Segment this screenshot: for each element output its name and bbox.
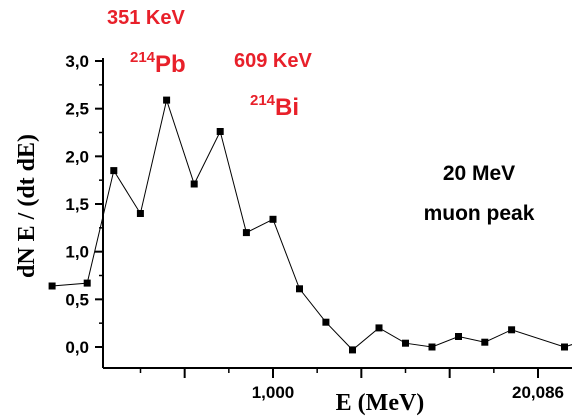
y-tick-label: 0,5 [65,290,89,309]
data-point [163,96,171,104]
data-point [375,324,383,332]
data-point [561,343,568,351]
data-point [110,167,118,175]
y-tick-label: 0,0 [65,338,89,357]
x-tick-label: 20,086 [512,383,564,402]
data-point [481,338,489,346]
annotation-609kev: 609 KeV [234,50,312,72]
data-point [508,326,516,334]
y-axis-title: dN E / (dt dE) [14,134,40,278]
data-point [322,318,330,326]
bi-symbol: Bi [275,94,299,121]
data-point [269,215,277,223]
data-point [190,180,198,188]
data-point [242,229,250,237]
annotation-bi214: 214Bi [250,92,299,121]
y-tick-label: 3,0 [65,52,89,71]
y-tick-label: 1,0 [65,243,89,262]
data-point [349,346,356,354]
data-point [455,333,462,340]
data-point [83,279,91,287]
x-axis-title: E (MeV) [336,390,425,416]
series-line [52,98,572,351]
data-point [136,210,144,217]
data-point [402,339,409,347]
y-tick-label: 1,5 [65,195,89,214]
chart-ticks: 0,0 0,5 1,0 1,5 2,0 2,5 3,0 1,000 20,086 [65,52,564,402]
y-tick-label: 2,5 [65,100,89,119]
data-point [48,282,56,290]
x-tick-label: 1,000 [252,383,295,402]
annotation-muon-peak: muon peak [424,202,535,225]
chart-series [48,96,572,354]
y-tick-label: 2,0 [65,147,89,166]
bi-mass-number: 214 [250,92,276,109]
data-point [296,285,303,293]
data-point [216,128,224,135]
data-point [428,343,436,351]
pb-symbol: Pb [155,51,186,78]
annotation-pb214: 214Pb [130,49,186,78]
annotation-20mev: 20 MeV [443,162,515,185]
pb-mass-number: 214 [130,49,156,66]
annotation-351kev: 351 KeV [107,7,185,29]
